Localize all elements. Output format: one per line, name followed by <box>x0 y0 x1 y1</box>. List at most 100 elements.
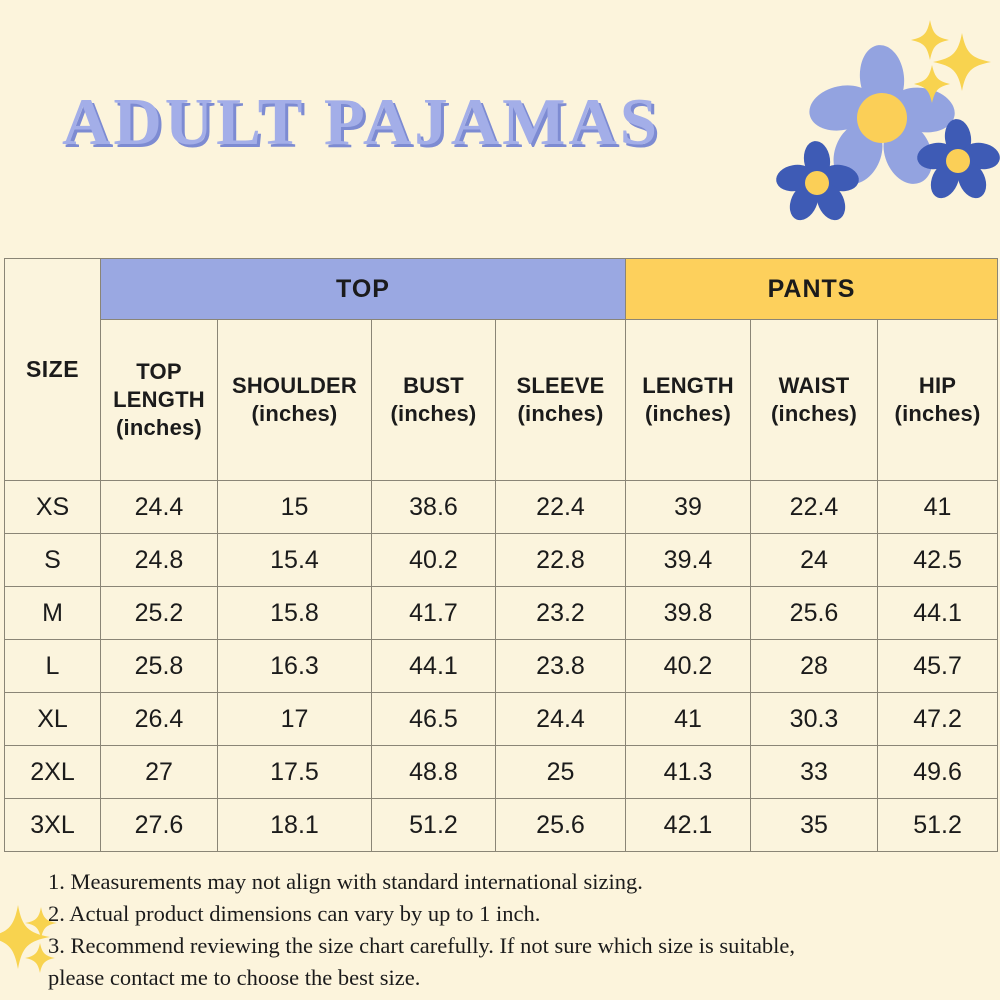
cell-top-length: 26.4 <box>100 692 218 746</box>
header-area: ADULT PAJAMAS <box>0 0 1000 250</box>
cell-size: XL <box>4 692 101 746</box>
cell-sleeve: 25 <box>494 745 627 799</box>
header-top-length-unit: (inches) <box>116 415 202 441</box>
flower-small-dark-right-icon <box>917 119 1000 199</box>
cell-length: 41 <box>625 692 752 746</box>
page-title: ADULT PAJAMAS <box>62 85 661 159</box>
header-waist-unit: (inches) <box>771 401 857 426</box>
cell-shoulder: 18.1 <box>217 798 372 852</box>
cell-bust: 48.8 <box>371 745 496 799</box>
sparkle-tiny-icon <box>914 65 950 103</box>
header-shoulder: SHOULDER (inches) <box>217 319 372 481</box>
cell-sleeve: 23.2 <box>494 586 627 640</box>
cell-bust: 38.6 <box>371 480 496 534</box>
cell-shoulder: 16.3 <box>217 639 372 693</box>
decorative-flowers-group <box>772 8 1000 223</box>
header-size: SIZE <box>4 258 101 481</box>
header-bust-name: BUST <box>403 372 464 398</box>
cell-length: 39.4 <box>625 533 752 587</box>
cell-shoulder: 17 <box>217 692 372 746</box>
cell-waist: 30.3 <box>750 692 879 746</box>
cell-size: 2XL <box>4 745 101 799</box>
sparkle-small-lower-icon <box>25 943 55 973</box>
header-top-length-name: TOP LENGTH <box>113 358 205 412</box>
header-length: LENGTH (inches) <box>625 319 752 481</box>
cell-shoulder: 15.4 <box>217 533 372 587</box>
cell-length: 39 <box>625 480 752 534</box>
header-length-unit: (inches) <box>645 401 731 426</box>
cell-size: S <box>4 533 101 587</box>
size-chart-table-container: SIZE TOP PANTS TOP LENGTH (inches) SHOUL… <box>4 258 999 852</box>
cell-sleeve: 22.8 <box>494 533 627 587</box>
cell-shoulder: 15.8 <box>217 586 372 640</box>
cell-top-length: 25.8 <box>100 639 218 693</box>
cell-waist: 25.6 <box>750 586 879 640</box>
sparkle-large-icon <box>933 33 991 91</box>
group-header-top: TOP <box>99 258 627 320</box>
table-row: S 24.8 15.4 40.2 22.8 39.4 24 42.5 <box>4 533 999 587</box>
cell-top-length: 25.2 <box>100 586 218 640</box>
table-column-header-row: TOP LENGTH (inches) SHOULDER (inches) BU… <box>5 319 999 481</box>
cell-waist: 28 <box>750 639 879 693</box>
cell-hip: 42.5 <box>877 533 999 587</box>
header-hip-name: HIP <box>918 372 957 398</box>
footnote-1: 1. Measurements may not align with stand… <box>48 869 643 894</box>
decorative-sparkles-bottom-left <box>0 893 62 983</box>
cell-top-length: 27.6 <box>100 798 218 852</box>
header-bust: BUST (inches) <box>371 319 496 481</box>
table-row: 2XL 27 17.5 48.8 25 41.3 33 49.6 <box>4 745 999 799</box>
header-top-length: TOP LENGTH (inches) <box>100 319 218 481</box>
footnote-2: 2. Actual product dimensions can vary by… <box>48 900 541 926</box>
cell-hip: 47.2 <box>877 692 999 746</box>
cell-bust: 40.2 <box>371 533 496 587</box>
cell-top-length: 24.8 <box>100 533 218 587</box>
cell-shoulder: 15 <box>217 480 372 534</box>
size-chart-table: SIZE TOP PANTS TOP LENGTH (inches) SHOUL… <box>4 258 999 852</box>
table-row: XS 24.4 15 38.6 22.4 39 22.4 41 <box>4 480 999 534</box>
table-row: XL 26.4 17 46.5 24.4 41 30.3 47.2 <box>4 692 999 746</box>
cell-shoulder: 17.5 <box>217 745 372 799</box>
table-row: 3XL 27.6 18.1 51.2 25.6 42.1 35 51.2 <box>4 798 999 852</box>
cell-waist: 33 <box>750 745 879 799</box>
table-group-header-row: SIZE TOP PANTS <box>4 258 999 481</box>
sparkle-small-icon <box>911 20 949 60</box>
cell-waist: 24 <box>750 533 879 587</box>
cell-sleeve: 23.8 <box>494 639 627 693</box>
header-waist-name: WAIST <box>778 372 850 398</box>
cell-bust: 44.1 <box>371 639 496 693</box>
cell-size: L <box>4 639 101 693</box>
cell-size: M <box>4 586 101 640</box>
cell-length: 39.8 <box>625 586 752 640</box>
footnote-3-continued: please contact me to choose the best siz… <box>48 964 421 990</box>
cell-waist: 22.4 <box>750 480 879 534</box>
cell-sleeve: 22.4 <box>494 480 627 534</box>
cell-length: 42.1 <box>625 798 752 852</box>
header-sleeve: SLEEVE (inches) <box>494 319 627 481</box>
cell-top-length: 24.4 <box>100 480 218 534</box>
cell-bust: 51.2 <box>371 798 496 852</box>
header-sleeve-unit: (inches) <box>517 401 604 426</box>
table-row: M 25.2 15.8 41.7 23.2 39.8 25.6 44.1 <box>4 586 999 640</box>
header-sleeve-name: SLEEVE <box>516 372 605 398</box>
cell-hip: 49.6 <box>877 745 999 799</box>
cell-hip: 44.1 <box>877 586 999 640</box>
footnotes: 1. Measurements may not align with stand… <box>48 866 988 994</box>
cell-hip: 51.2 <box>877 798 999 852</box>
group-header-pants: PANTS <box>625 258 999 320</box>
header-hip-unit: (inches) <box>894 401 981 426</box>
header-bust-unit: (inches) <box>390 401 477 426</box>
flower-small-dark-left-icon <box>776 141 859 221</box>
cell-bust: 46.5 <box>371 692 496 746</box>
cell-hip: 41 <box>877 480 999 534</box>
header-length-name: LENGTH <box>642 372 734 398</box>
cell-bust: 41.7 <box>371 586 496 640</box>
cell-length: 40.2 <box>625 639 752 693</box>
header-shoulder-name: SHOULDER <box>231 372 358 398</box>
cell-sleeve: 25.6 <box>494 798 627 852</box>
header-hip: HIP (inches) <box>877 319 999 481</box>
cell-sleeve: 24.4 <box>494 692 627 746</box>
cell-hip: 45.7 <box>877 639 999 693</box>
cell-length: 41.3 <box>625 745 752 799</box>
footnote-3: 3. Recommend reviewing the size chart ca… <box>48 932 796 958</box>
cell-size: 3XL <box>4 798 101 852</box>
